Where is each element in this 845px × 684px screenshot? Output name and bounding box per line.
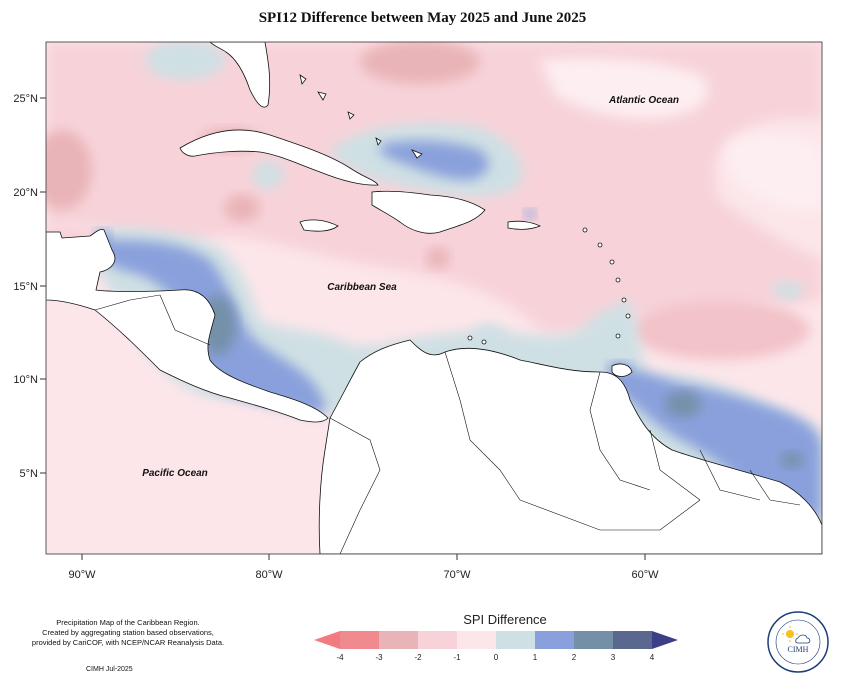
field-blue-east [772,281,804,299]
lon-tick-90: 90°W [68,569,96,581]
land-antilles-7 [615,333,621,339]
land-trinidad [611,363,633,377]
legend-tick-label: 3 [611,653,616,662]
field-pink-jamaica [224,194,260,222]
land-south-america [318,339,822,554]
legend-tick-label: 4 [650,653,655,662]
legend-tick-label: -2 [414,653,422,662]
field-mid-blue-small [524,209,536,219]
country-borders [94,294,801,554]
lat-tick-25: 25°N [13,93,38,105]
land-antilles-6 [625,313,631,319]
legend-tick-label: -1 [453,653,461,662]
lon-tick-80: 80°W [255,569,283,581]
cloud-icon [795,634,811,644]
lon-tick-70: 70°W [443,569,471,581]
land-antilles-5 [621,297,627,303]
land-cuba [179,129,379,186]
land-jamaica [299,219,339,232]
legend-swatch [418,631,457,649]
credits-line-1: Precipitation Map of the Caribbean Regio… [56,618,200,627]
legend-tick-label: -3 [375,653,383,662]
lat-tick-5: 5°N [20,468,39,480]
legend-colorbar: -4 -3 -2 -1 0 1 2 3 4 [314,631,678,662]
legend-swatch [613,631,652,649]
credits-line-2: Created by aggregating station based obs… [42,628,214,637]
legend-tick-label: -4 [336,653,344,662]
field-blue-gulf [145,42,225,80]
legend-swatch [535,631,574,649]
land-central-america [46,229,329,423]
credits-text: Precipitation Map of the Caribbean Regio… [18,618,238,648]
plot-frame [45,41,823,555]
latitude-axis: 25°N 20°N 15°N 10°N 5°N [13,93,46,480]
legend-title: SPI Difference [463,612,547,627]
land-florida [209,42,271,108]
lat-tick-20: 20°N [13,187,38,199]
field-pink-central [426,247,450,269]
lon-tick-60: 60°W [631,569,659,581]
field-pink-atl-mid [630,300,810,360]
label-atlantic-ocean: Atlantic Ocean [608,95,679,106]
legend-swatch [574,631,613,649]
legend-tick-label: 1 [533,653,538,662]
longitude-axis: 90°W 80°W 70°W 60°W [68,554,659,581]
label-pacific-ocean: Pacific Ocean [142,468,208,479]
land-bahamas-5 [411,149,423,159]
land-bahamas-2 [317,91,327,101]
land-bahamas-4 [375,137,382,146]
field-pink-florida [360,42,480,84]
svg-text:CIMH: CIMH [788,645,809,654]
field-blue-cayman [252,161,284,189]
legend-swatch [379,631,418,649]
land-puerto-rico [507,220,541,230]
lat-tick-10: 10°N [13,374,38,386]
legend-swatch [496,631,535,649]
field-lighter-atlantic [540,58,822,211]
land-bahamas-3 [347,111,355,120]
cimh-date: CIMH Jul-2025 [86,666,133,673]
legend-arrow-high [652,631,678,649]
land-antilles-3 [609,259,615,265]
land-antilles-2 [597,242,603,248]
land-bahamas-1 [299,74,307,85]
land-antilles-8 [467,335,473,341]
land-antilles-1 [582,227,588,233]
land-hispaniola [371,190,486,234]
field-pink-mexico [46,130,92,210]
field-mid-blue-bahamas [379,140,489,180]
cimh-logo: CIMH [767,611,829,673]
legend-arrow-low [314,631,340,649]
legend-swatch [340,631,379,649]
legend-tick-label: 0 [494,653,499,662]
field-blue-leewards [470,324,506,352]
credits-line-3: provided by CariCOF, with NCEP/NCAR Rean… [31,638,225,647]
label-caribbean-sea: Caribbean Sea [327,282,397,293]
field-dark-guyana [665,391,701,417]
legend-tick-label: 2 [572,653,577,662]
legend-swatch [457,631,496,649]
land-antilles-9 [481,339,487,345]
coastlines [46,42,822,554]
lat-tick-15: 15°N [13,281,38,293]
field-dark-suriname [780,452,804,468]
sun-icon [786,630,794,638]
land-antilles-4 [615,277,621,283]
map-title: SPI12 Difference between May 2025 and Ju… [258,10,587,26]
